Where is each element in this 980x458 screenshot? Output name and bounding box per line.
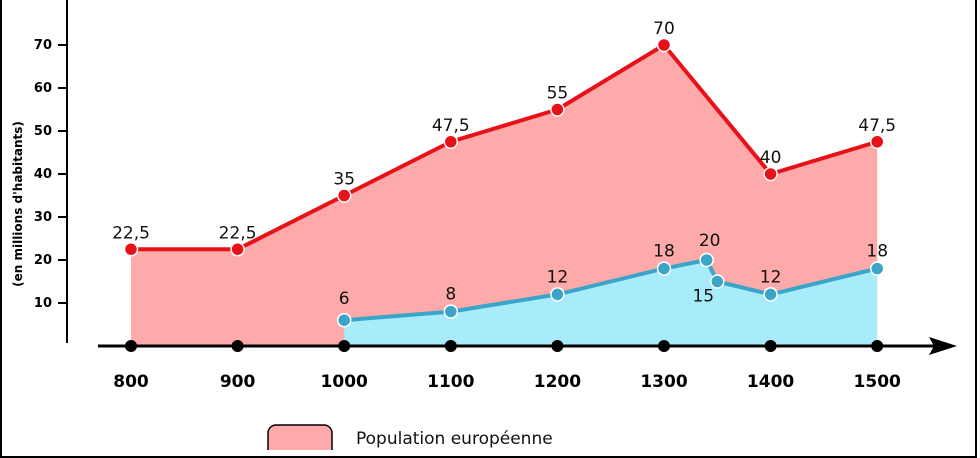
red-data-label: 40 (760, 148, 782, 168)
x-tick-label: 1100 (427, 372, 474, 392)
red-data-label: 47,5 (858, 116, 896, 136)
blue-area-layer (344, 260, 878, 346)
red-data-point (656, 37, 672, 53)
red-data-point (336, 188, 352, 203)
blue-data-label: 18 (866, 242, 888, 262)
red-data-point (123, 242, 139, 257)
blue-series-line (342, 258, 880, 323)
blue-data-point (763, 287, 778, 302)
y-tick-label: 10 (34, 296, 52, 311)
red-data-point (443, 134, 459, 149)
x-axis (98, 337, 957, 355)
series-lines (129, 43, 880, 323)
blue-data-point (550, 287, 565, 302)
red-series-line (129, 43, 880, 252)
data-labels: 22,5 22,5 35 47,5 55 70 40 47,5 6 8 12 18 20 15 12 18 (112, 19, 896, 309)
red-data-label: 47,5 (432, 116, 470, 136)
y-ticks: 10 20 30 40 50 60 70 (34, 38, 67, 311)
red-data-point (230, 242, 245, 257)
x-axis-point (551, 340, 564, 352)
x-axis-point (764, 340, 777, 352)
x-axis-point (871, 340, 884, 352)
x-tick-label: 1300 (640, 372, 687, 392)
y-tick-label: 60 (34, 81, 52, 96)
blue-data-point (443, 304, 459, 319)
red-data-label: 55 (547, 84, 569, 104)
blue-data-point (869, 261, 885, 276)
series-points (123, 37, 885, 328)
blue-data-point (336, 312, 352, 328)
blue-data-point (710, 274, 725, 289)
x-tick-label: 1400 (747, 372, 794, 392)
x-axis-point (444, 340, 457, 352)
red-data-label: 22,5 (112, 223, 150, 243)
red-data-label: 35 (333, 170, 355, 190)
x-tick-label: 900 (220, 372, 256, 392)
x-tick-label: 800 (113, 372, 149, 392)
blue-data-label: 18 (653, 242, 675, 262)
y-axis-label: (en millions d'habitants) (11, 121, 25, 287)
x-axis-point (338, 340, 351, 352)
x-axis-point (658, 340, 670, 352)
y-tick-label: 70 (34, 38, 52, 53)
x-axis-point (125, 340, 137, 352)
x-tick-labels: 800 900 1000 1100 1200 1300 1400 1500 (113, 372, 901, 392)
red-data-label: 22,5 (219, 223, 257, 243)
x-axis-point (231, 340, 244, 352)
y-tick-label: 40 (34, 167, 52, 182)
blue-data-label: 20 (699, 231, 721, 251)
blue-data-label: 6 (339, 289, 350, 309)
x-tick-label: 1000 (321, 372, 368, 392)
legend-label-red: Population européenne (356, 429, 553, 449)
x-tick-label: 1500 (854, 372, 901, 392)
blue-area (344, 260, 878, 346)
y-tick-label: 50 (34, 124, 52, 139)
blue-data-point (699, 252, 714, 268)
blue-data-label: 15 (692, 287, 714, 307)
y-tick-label: 20 (34, 253, 52, 268)
red-data-point (763, 166, 778, 182)
x-axis-arrow-icon (929, 337, 957, 355)
red-data-label: 70 (653, 19, 675, 39)
y-tick-label: 30 (34, 210, 52, 225)
blue-data-point (656, 261, 672, 276)
red-data-point (550, 102, 565, 117)
blue-data-label: 12 (760, 267, 782, 287)
x-tick-label: 1200 (534, 372, 581, 392)
blue-data-label: 8 (445, 285, 456, 305)
blue-data-label: 12 (547, 267, 569, 287)
red-data-point (869, 134, 885, 149)
